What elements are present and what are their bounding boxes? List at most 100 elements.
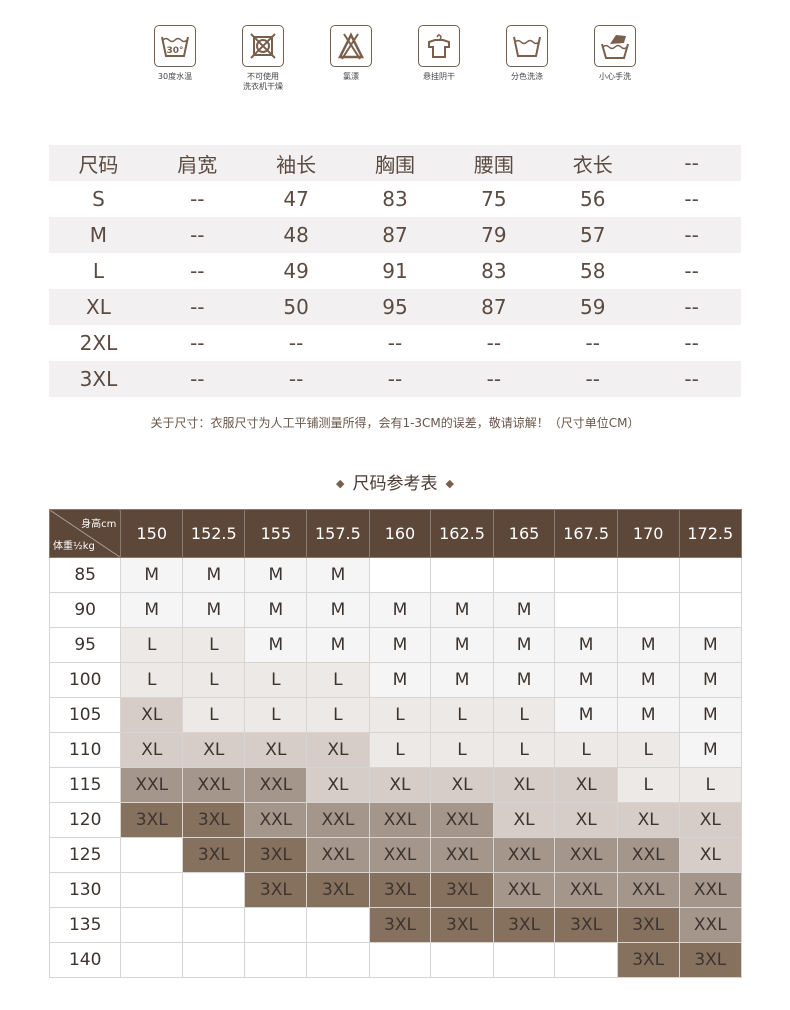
size-cell: L: [430, 697, 494, 733]
size-cell: M: [616, 697, 680, 733]
size-cell: M: [306, 627, 370, 663]
table-cell: 50: [283, 295, 309, 319]
size-cell: M: [306, 592, 370, 628]
size-cell: M: [678, 627, 743, 663]
size-cell: [182, 872, 246, 908]
size-cell: XXL: [616, 872, 680, 908]
size-cell: 3XL: [616, 907, 680, 943]
care-label: 悬挂阴干: [423, 72, 455, 81]
size-cell: M: [554, 662, 618, 698]
column-header: 肩宽: [177, 152, 218, 177]
table-cell: --: [190, 187, 205, 211]
table-row: 100 L L L L M M M M M M: [48, 662, 743, 698]
diamond-icon: ◆: [445, 477, 454, 490]
care-label: 分色洗涤: [511, 72, 543, 81]
table-cell: --: [585, 367, 600, 391]
size-cell: XXL: [244, 767, 308, 803]
table-cell: --: [387, 331, 403, 355]
table-cell: --: [684, 187, 699, 211]
table-cell: --: [486, 367, 502, 391]
care-label: 30度水温: [157, 72, 193, 81]
size-cell: M: [430, 627, 494, 663]
size-cell: XXL: [430, 837, 494, 873]
size-cell: 3XL: [492, 907, 556, 943]
column-header: 腰围: [473, 152, 514, 177]
size-cell: XXL: [492, 872, 556, 908]
table-cell: L: [92, 259, 105, 283]
weight-label: 125: [48, 837, 122, 873]
size-cell: [368, 557, 432, 593]
table-cell: S: [92, 187, 105, 211]
size-cell: [120, 837, 184, 873]
weight-axis-label: 体重½kg: [53, 541, 95, 552]
size-reference-title-text: 尺码参考表: [352, 474, 438, 494]
table-row: 140 3XL 3XL: [48, 942, 743, 978]
size-cell: 3XL: [120, 802, 184, 838]
size-cell: [244, 907, 308, 943]
size-cell: [554, 557, 618, 593]
table-cell: --: [486, 331, 502, 355]
size-cell: XXL: [368, 837, 432, 873]
table-row: 135 3XL 3XL 3XL 3XL 3XL XXL: [48, 907, 743, 943]
size-cell: 3XL: [616, 942, 680, 978]
table-cell: 87: [382, 223, 408, 247]
size-cell: L: [182, 627, 246, 663]
table-row: 130 3XL 3XL 3XL 3XL XXL XXL XXL XXL: [48, 872, 743, 908]
table-row: 115 XXL XXL XXL XL XL XL XL XL L L: [48, 767, 743, 803]
size-cell: M: [244, 557, 308, 593]
size-cell: XXL: [306, 802, 370, 838]
table-cell: 91: [382, 259, 408, 283]
size-cell: XL: [120, 697, 184, 733]
size-cell: 3XL: [678, 942, 743, 978]
weight-label: 105: [48, 697, 122, 733]
size-cell: M: [244, 627, 308, 663]
size-cell: 3XL: [430, 907, 494, 943]
size-cell: 3XL: [368, 872, 432, 908]
table-cell: 49: [283, 259, 309, 283]
size-cell: M: [430, 662, 494, 698]
size-cell: 3XL: [306, 872, 370, 908]
size-cell: [182, 942, 246, 978]
size-cell: L: [368, 732, 432, 768]
size-cell: L: [182, 697, 246, 733]
size-cell: M: [554, 697, 618, 733]
table-cell: 83: [382, 187, 408, 211]
height-axis-label: 身高cm: [81, 519, 117, 530]
size-cell: 3XL: [182, 837, 246, 873]
size-cell: L: [616, 767, 680, 803]
table-cell: --: [684, 367, 699, 391]
size-cell: XXL: [306, 837, 370, 873]
no-bleach-icon: [330, 25, 372, 67]
size-cell: XL: [306, 732, 370, 768]
table-row: 3XL -- -- -- -- -- --: [49, 361, 741, 397]
size-cell: L: [182, 662, 246, 698]
size-cell: [182, 907, 246, 943]
weight-label: 90: [48, 592, 122, 628]
table-row: 110 XL XL XL XL L L L L L M: [48, 732, 743, 768]
size-cell: XXL: [182, 767, 246, 803]
height-header: 150: [120, 509, 184, 558]
size-cell: XXL: [678, 872, 743, 908]
table-cell: 57: [580, 223, 606, 247]
size-cell: XXL: [492, 837, 556, 873]
size-measurement-table: 尺码 肩宽 袖长 胸围 腰围 衣长 -- S -- 47 83 75 56 -- M -- 48 87 79 57 --…: [49, 145, 741, 397]
table-cell: --: [387, 367, 403, 391]
care-label: 不可使用 洗衣机干燥: [243, 72, 283, 91]
care-item: 不可使用 洗衣机干燥: [219, 25, 307, 92]
size-cell: M: [616, 662, 680, 698]
table-row: L -- 49 91 83 58 --: [49, 253, 741, 289]
care-item: 分色洗涤: [483, 25, 571, 82]
size-cell: XL: [492, 802, 556, 838]
size-cell: L: [244, 697, 308, 733]
care-item: 氯漂: [307, 25, 395, 82]
size-cell: M: [120, 557, 184, 593]
table-row: 125 3XL 3XL XXL XXL XXL XXL XXL XXL XL: [48, 837, 743, 873]
size-cell: M: [554, 627, 618, 663]
table-row: 95 L L M M M M M M M M: [48, 627, 743, 663]
table-cell: 58: [580, 259, 606, 283]
size-cell: [616, 557, 680, 593]
table-row: 85 M M M M: [48, 557, 743, 593]
table-cell: 48: [283, 223, 309, 247]
table-cell: 3XL: [79, 367, 118, 391]
size-cell: XL: [430, 767, 494, 803]
